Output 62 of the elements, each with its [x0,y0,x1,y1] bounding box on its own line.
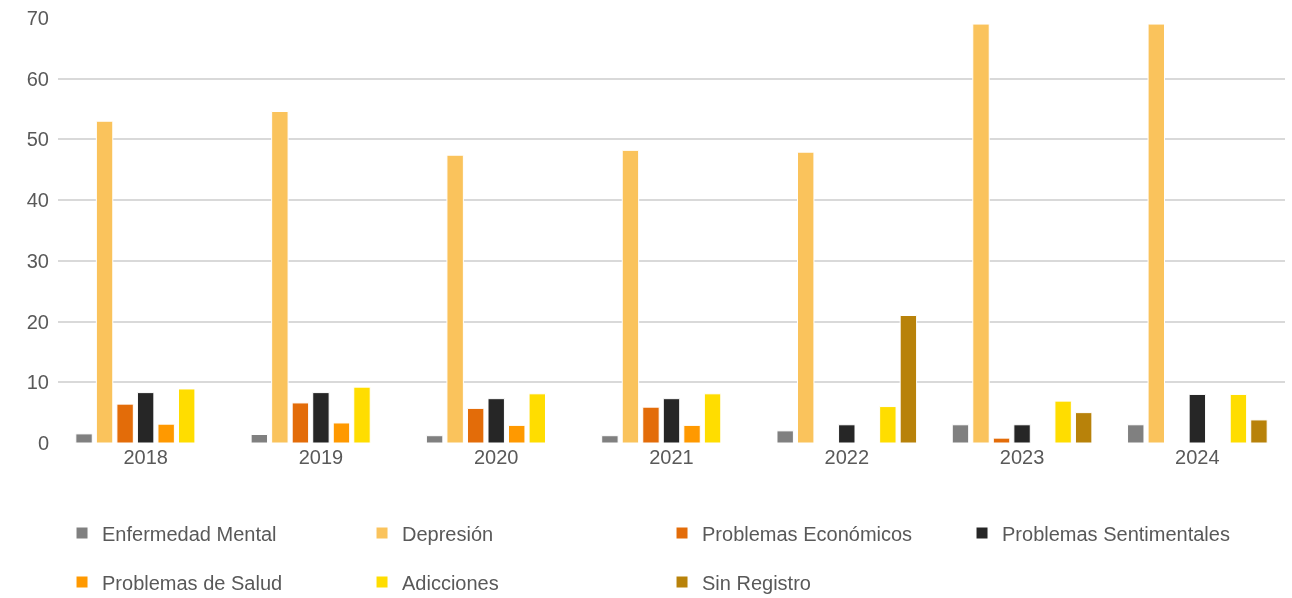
bar [250,434,269,443]
legend-label: Sin Registro [702,571,811,594]
bar [75,433,93,443]
legend-label: Enfermedad Mental [102,522,277,545]
bar [1074,412,1093,443]
y-tick-label: 20 [26,310,49,333]
x-tick-label: 2021 [649,446,694,468]
bar [1147,23,1165,443]
bar [992,437,1011,443]
legend-label: Problemas Sentimentales [1002,522,1230,545]
legend-label: Adicciones [402,571,499,594]
bar [157,423,175,443]
bar [899,315,918,443]
bar [1127,424,1145,443]
y-tick-label: 10 [26,371,49,394]
legend-label: Problemas de Salud [102,571,283,594]
legend-label: Depresión [402,522,494,545]
bar [879,406,897,443]
y-tick-label: 30 [26,249,49,272]
bar [95,120,114,443]
bar [425,435,444,443]
bar [271,111,289,443]
x-tick-label: 2019 [298,446,344,468]
y-tick-label: 0 [37,432,49,454]
bar [312,392,330,443]
bar [1250,419,1268,443]
y-tick-label: 40 [26,189,49,212]
bar [1229,393,1248,443]
bar [353,386,371,443]
legend-label: Problemas Económicos [702,522,913,545]
bar [621,149,640,443]
bar [797,151,815,443]
x-tick-label: 2023 [999,446,1045,468]
bar [508,424,526,443]
bar [776,430,794,443]
x-tick-label: 2018 [123,446,168,468]
bar [528,393,546,443]
bar [466,407,485,443]
bar [703,393,722,443]
bar [291,402,310,443]
bar [487,398,505,443]
bar [683,424,701,443]
bar [1013,424,1031,443]
bar [838,424,856,443]
bar [951,424,970,443]
bar [446,154,464,443]
bar [136,392,155,443]
x-tick-label: 2020 [473,446,519,468]
bar [642,406,660,443]
bar [972,23,990,443]
x-tick-label: 2022 [824,446,870,468]
bar [662,398,681,443]
y-tick-label: 60 [26,67,49,90]
bar [332,422,351,443]
bar [1188,393,1207,443]
y-tick-label: 70 [26,7,49,29]
bar [601,435,619,443]
bar [116,403,134,443]
bar [1054,400,1072,443]
x-tick-label: 2024 [1175,446,1220,468]
y-tick-label: 50 [26,128,49,151]
bar [178,388,196,443]
